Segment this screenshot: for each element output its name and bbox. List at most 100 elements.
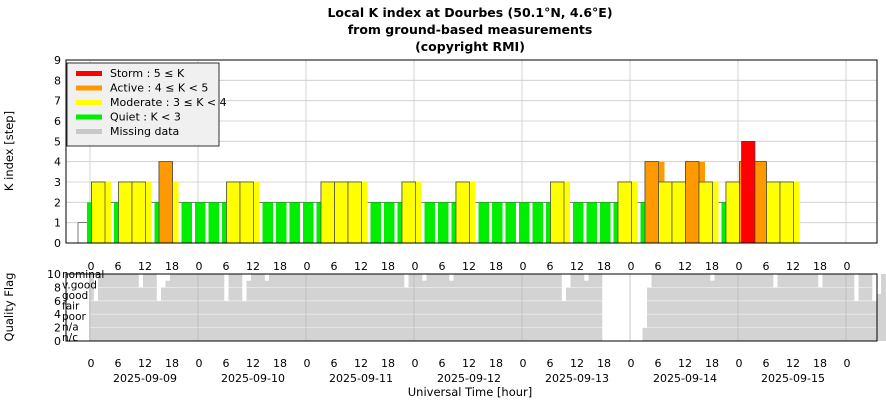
quality-bar: [453, 274, 459, 341]
quality-bar: [431, 274, 436, 341]
quality-bar: [782, 274, 787, 341]
x-hour-tick: 12: [462, 357, 476, 370]
x-hour-tick: 6: [763, 357, 770, 370]
k-bar: [289, 202, 300, 243]
quality-bar: [341, 274, 346, 341]
k-bar: [401, 181, 416, 244]
k-bar: [532, 202, 543, 243]
quality-bar: [588, 274, 594, 341]
quality-bar: [228, 274, 234, 341]
k-bar: [320, 181, 335, 244]
x-hour-tick: 0: [88, 357, 95, 370]
x-date-label: 2025-09-13: [545, 372, 609, 385]
k-bar: [303, 202, 314, 243]
x-hour-tick: 0: [520, 357, 527, 370]
quality-bar: [381, 274, 387, 341]
quality-bar: [759, 274, 765, 341]
quality-bar: [237, 274, 243, 341]
quality-bar: [215, 274, 220, 341]
quality-bar: [822, 274, 828, 341]
quality-bar: [548, 274, 553, 341]
quality-bar: [269, 274, 274, 341]
k-bar: [550, 181, 565, 244]
quality-bar: [777, 274, 783, 341]
quality-bar: [287, 274, 292, 341]
x-hour-tick: 6: [655, 357, 662, 370]
quality-level-label: v.good: [62, 280, 97, 292]
quality-bar: [804, 274, 810, 341]
quality-bar: [327, 274, 333, 341]
quality-bar: [552, 274, 558, 341]
quality-bar: [102, 274, 108, 341]
quality-bar: [179, 274, 184, 341]
quality-bar: [800, 274, 805, 341]
x-hour-tick: 12: [678, 357, 692, 370]
quality-bar: [417, 274, 423, 341]
quality-bar: [282, 274, 288, 341]
quality-bar: [377, 274, 382, 341]
quality-bar: [660, 274, 666, 341]
x-hour-tick: 18: [705, 260, 719, 273]
quality-bar: [516, 274, 522, 341]
quality-bar: [543, 274, 549, 341]
x-date-labels: 2025-09-09 2025-09-10 2025-09-11 2025-09-12…: [113, 372, 825, 385]
k-bar: [708, 182, 719, 243]
k-bar: [334, 181, 349, 244]
x-hour-tick: 0: [628, 357, 635, 370]
quality-bar: [219, 274, 225, 341]
quality-bar: [485, 274, 490, 341]
quality-bar: [732, 274, 738, 341]
x-hour-labels-lower: 0 6 12 18 0 6 12 18 0 6 12 18 0 6 12 18 0 6 12 18 0 6 12 18 0 6 12…: [88, 357, 851, 370]
quality-bar: [881, 274, 886, 341]
k-bar: [455, 181, 470, 244]
quality-bar: [233, 274, 238, 341]
quality-bar: [440, 274, 445, 341]
k-bar: [644, 161, 659, 244]
k-bar: [100, 182, 111, 243]
quality-bar: [849, 274, 855, 341]
x-hour-tick: 18: [813, 357, 827, 370]
x-date-label: 2025-09-10: [221, 372, 285, 385]
quality-bar: [107, 274, 112, 341]
quality-plot-border: [65, 273, 878, 342]
quality-bar: [813, 274, 819, 341]
k-bar: [573, 202, 584, 243]
x-hour-tick: 12: [138, 260, 152, 273]
x-date-label: 2025-09-09: [113, 372, 177, 385]
k-bar: [226, 181, 241, 244]
quality-bar: [134, 274, 139, 341]
x-hour-tick: 18: [165, 357, 179, 370]
x-date-label: 2025-09-14: [653, 372, 717, 385]
quality-bar: [480, 274, 486, 341]
k-bar: [617, 181, 632, 244]
chart-title-line-2: from ground-based measurements: [348, 22, 593, 37]
quality-bar: [359, 274, 364, 341]
quality-y-tick: 6: [54, 295, 61, 308]
quality-bar: [764, 274, 769, 341]
quality-bar: [152, 274, 157, 341]
k-bar: [478, 202, 489, 243]
k-y-tick: 9: [54, 54, 61, 67]
quality-bar: [669, 274, 675, 341]
quality-bar: [89, 274, 94, 341]
quality-y-tick: 10: [47, 268, 61, 281]
quality-level-label: good: [62, 290, 88, 302]
quality-bar: [305, 274, 310, 341]
quality-bar: [422, 280, 427, 341]
quality-bar: [651, 274, 657, 341]
k-bar: [725, 181, 740, 244]
quality-bar: [705, 274, 711, 341]
k-y-tick: 7: [54, 95, 61, 108]
quality-bar: [98, 274, 103, 341]
quality-bar: [111, 274, 117, 341]
k-bar: [262, 202, 273, 243]
quality-bar: [561, 300, 567, 341]
k-bar: [357, 182, 368, 243]
quality-bar: [170, 274, 175, 341]
quality-bar: [197, 274, 202, 341]
quality-bar: [188, 274, 193, 341]
x-date-label: 2025-09-15: [761, 372, 825, 385]
quality-level-label: n/c: [62, 332, 78, 344]
quality-bar: [332, 274, 337, 341]
quality-bar: [444, 274, 450, 341]
